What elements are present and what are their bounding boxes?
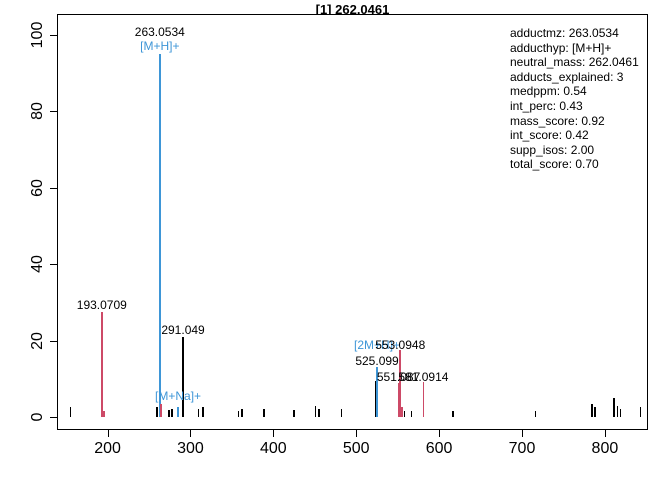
y-axis-tick-label: 40 — [29, 255, 46, 274]
y-axis-tick-mark — [50, 264, 57, 266]
y-axis-tick-mark — [50, 35, 57, 36]
peak-line — [69, 407, 71, 417]
peak-line — [616, 405, 619, 417]
peak-line — [158, 54, 161, 417]
y-axis-tick-mark — [50, 187, 57, 189]
x-axis-tick-label: 500 — [342, 440, 370, 457]
peak-mz-label: 193.0709 — [76, 298, 127, 312]
peak-line — [619, 409, 622, 417]
peak-mz-label: 263.0534 — [134, 25, 185, 39]
peak-line — [397, 383, 400, 417]
peak-line — [100, 311, 103, 417]
peak-line — [160, 403, 162, 417]
plot-title: [1] 262.0461 — [315, 2, 390, 17]
peak-line — [399, 350, 402, 417]
peak-line — [594, 407, 596, 417]
y-axis-tick-label: 60 — [29, 178, 46, 197]
y-axis-tick-mark — [50, 340, 57, 342]
peak-mz-label: 551.087 — [376, 370, 421, 384]
x-axis-tick-mark — [522, 430, 523, 437]
stat-line: adductmz: 263.0534 — [510, 26, 619, 40]
x-axis-tick-label: 200 — [94, 440, 121, 457]
peak-line — [401, 406, 403, 417]
stats-panel: adductmz: 263.0534 adducthyp: [M+H]+ neutr… — [510, 26, 639, 172]
peak-line — [168, 410, 170, 417]
peak-line — [314, 405, 317, 417]
y-axis-tick-label: 80 — [29, 102, 46, 121]
peak-line — [422, 381, 425, 417]
stat-line: supp_isos: 2.00 — [510, 142, 595, 157]
stat-line: neutral_mass: 262.0461 — [510, 55, 639, 70]
x-axis-tick-label: 700 — [508, 440, 536, 457]
peak-mz-label: 291.049 — [161, 323, 205, 337]
adduct-label: [2M+H]+ — [354, 338, 401, 352]
x-axis-tick-mark — [356, 430, 358, 437]
x-axis-tick-label: 300 — [177, 440, 204, 457]
peak-line — [639, 407, 642, 417]
peak-line — [293, 410, 295, 417]
y-axis-tick-label: 20 — [29, 331, 46, 350]
peak-line — [318, 409, 320, 417]
peak-line — [197, 409, 200, 417]
x-axis-tick-mark — [273, 430, 275, 437]
peak-line — [613, 397, 615, 417]
peak-line — [376, 367, 379, 417]
stat-line: int_score: 0.42 — [510, 128, 589, 143]
stat-line: medppm: 0.54 — [510, 84, 587, 99]
x-axis-tick-mark — [190, 430, 192, 437]
x-axis-tick-label: 800 — [591, 440, 619, 457]
stat-line: int_perc: 0.43 — [510, 98, 583, 113]
peak-line — [263, 409, 265, 417]
peak-line — [410, 411, 413, 417]
peak-line — [340, 409, 343, 417]
peak-line — [591, 403, 593, 417]
adduct-label: [M+H]+ — [140, 39, 180, 53]
peak-line — [103, 411, 105, 417]
peak-line — [171, 408, 173, 417]
stat-line: adducts_explained: 3 — [510, 69, 624, 84]
peak-line — [156, 407, 158, 417]
peak-line — [452, 411, 454, 417]
peak-line — [534, 411, 537, 417]
peak-line — [374, 380, 377, 417]
peak-line — [237, 411, 240, 417]
peak-mz-label: 581.0914 — [398, 370, 449, 384]
plot-area — [57, 14, 648, 430]
x-axis-tick-mark — [107, 430, 109, 437]
y-axis-tick-label: 100 — [29, 21, 46, 49]
stat-line: mass_score: 0.92 — [510, 113, 605, 128]
peak-line — [177, 407, 179, 417]
stat-line: total_score: 0.70 — [510, 157, 599, 172]
y-axis-tick-label: 0 — [29, 412, 46, 422]
y-axis-tick-mark — [50, 111, 57, 113]
stat-line: adducthyp: [M+H]+ — [510, 40, 612, 55]
x-axis-tick-label: 600 — [425, 440, 453, 457]
peak-mz-label: 525.099 — [355, 354, 399, 368]
x-axis-tick-label: 400 — [259, 440, 287, 457]
x-axis-tick-mark — [604, 430, 606, 437]
peak-line — [202, 407, 204, 417]
peak-line — [182, 336, 185, 417]
adduct-label: [M+Na]+ — [155, 389, 202, 403]
peak-mz-label: 553.0948 — [375, 338, 426, 352]
peak-line — [241, 409, 243, 417]
peak-line — [403, 411, 406, 417]
x-axis-tick-mark — [439, 430, 441, 437]
y-axis-tick-mark — [50, 417, 57, 418]
